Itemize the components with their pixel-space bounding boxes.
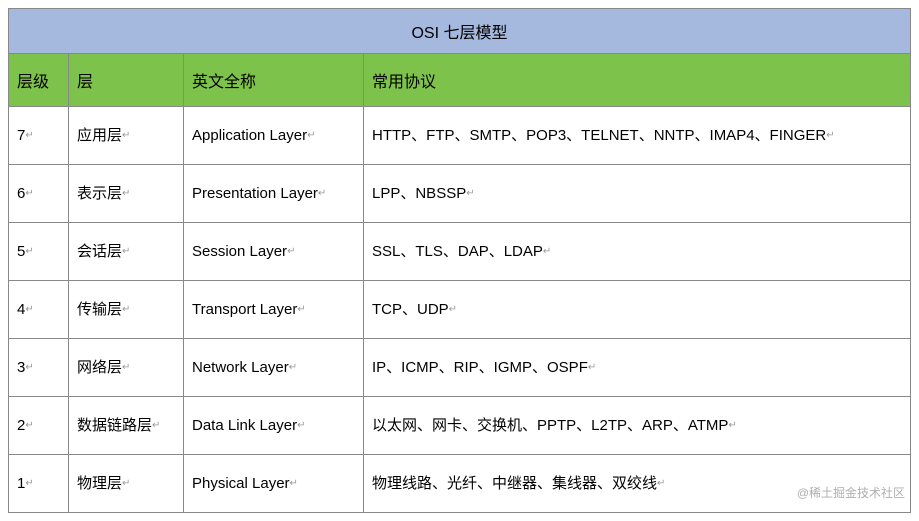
table-row: 1↵ 物理层↵ Physical Layer↵ 物理线路、光纤、中继器、集线器、… <box>9 455 911 513</box>
cell-name: 物理层↵ <box>69 455 184 513</box>
cell-english: Network Layer↵ <box>184 339 364 397</box>
table-row: 3↵ 网络层↵ Network Layer↵ IP、ICMP、RIP、IGMP、… <box>9 339 911 397</box>
col-header-english: 英文全称 <box>184 54 364 107</box>
cell-level: 2↵ <box>9 397 69 455</box>
osi-table: OSI 七层模型 层级 层 英文全称 常用协议 7↵ 应用层↵ Applicat… <box>8 8 911 513</box>
cell-name: 传输层↵ <box>69 281 184 339</box>
table-body: 7↵ 应用层↵ Application Layer↵ HTTP、FTP、SMTP… <box>9 107 911 513</box>
cell-level: 6↵ <box>9 165 69 223</box>
cell-name: 网络层↵ <box>69 339 184 397</box>
cell-protocols: 以太网、网卡、交换机、PPTP、L2TP、ARP、ATMP↵ <box>364 397 911 455</box>
cell-protocols: 物理线路、光纤、中继器、集线器、双绞线↵ <box>364 455 911 513</box>
cell-level: 5↵ <box>9 223 69 281</box>
cell-english: Presentation Layer↵ <box>184 165 364 223</box>
table-row: 7↵ 应用层↵ Application Layer↵ HTTP、FTP、SMTP… <box>9 107 911 165</box>
cell-level: 4↵ <box>9 281 69 339</box>
table-row: 2↵ 数据链路层↵ Data Link Layer↵ 以太网、网卡、交换机、PP… <box>9 397 911 455</box>
cell-protocols: TCP、UDP↵ <box>364 281 911 339</box>
cell-level: 7↵ <box>9 107 69 165</box>
cell-english: Data Link Layer↵ <box>184 397 364 455</box>
table-header-row: 层级 层 英文全称 常用协议 <box>9 54 911 107</box>
cell-level: 3↵ <box>9 339 69 397</box>
cell-name: 表示层↵ <box>69 165 184 223</box>
cell-level: 1↵ <box>9 455 69 513</box>
cell-protocols: SSL、TLS、DAP、LDAP↵ <box>364 223 911 281</box>
cell-protocols: IP、ICMP、RIP、IGMP、OSPF↵ <box>364 339 911 397</box>
table-row: 5↵ 会话层↵ Session Layer↵ SSL、TLS、DAP、LDAP↵ <box>9 223 911 281</box>
cell-protocols: LPP、NBSSP↵ <box>364 165 911 223</box>
cell-name: 应用层↵ <box>69 107 184 165</box>
cell-english: Session Layer↵ <box>184 223 364 281</box>
cell-english: Transport Layer↵ <box>184 281 364 339</box>
col-header-name: 层 <box>69 54 184 107</box>
table-row: 4↵ 传输层↵ Transport Layer↵ TCP、UDP↵ <box>9 281 911 339</box>
col-header-protocols: 常用协议 <box>364 54 911 107</box>
cell-name: 数据链路层↵ <box>69 397 184 455</box>
cell-english: Application Layer↵ <box>184 107 364 165</box>
cell-protocols: HTTP、FTP、SMTP、POP3、TELNET、NNTP、IMAP4、FIN… <box>364 107 911 165</box>
cell-name: 会话层↵ <box>69 223 184 281</box>
table-row: 6↵ 表示层↵ Presentation Layer↵ LPP、NBSSP↵ <box>9 165 911 223</box>
table-title-row: OSI 七层模型 <box>9 9 911 54</box>
col-header-level: 层级 <box>9 54 69 107</box>
osi-table-container: OSI 七层模型 层级 层 英文全称 常用协议 7↵ 应用层↵ Applicat… <box>8 8 911 513</box>
table-title: OSI 七层模型 <box>9 9 911 54</box>
cell-english: Physical Layer↵ <box>184 455 364 513</box>
